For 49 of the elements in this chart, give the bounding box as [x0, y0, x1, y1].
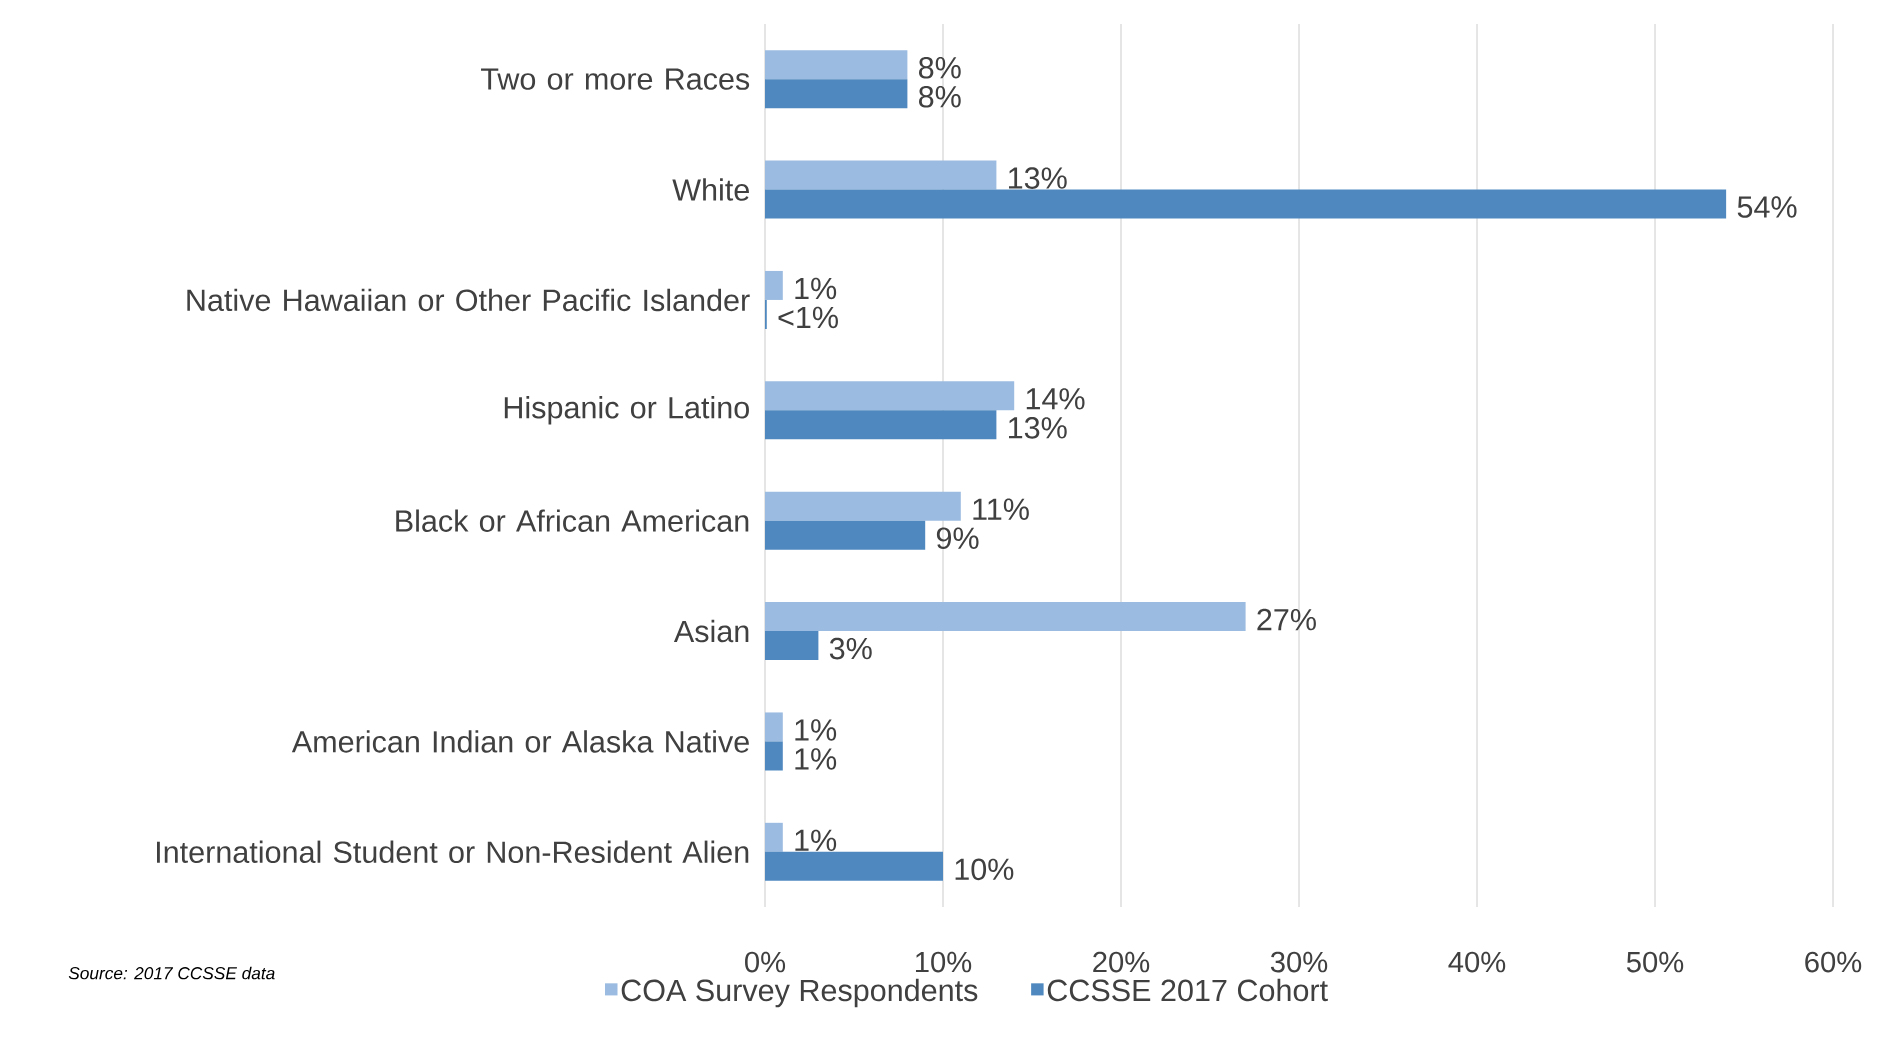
data-label: 1% — [795, 719, 837, 741]
bar — [765, 851, 943, 881]
data-label: <1% — [778, 306, 838, 329]
bar — [765, 160, 997, 190]
y-tick-label: International Student or Non-Resident Alien — [157, 840, 749, 864]
source-note: Source: 2017 CCSSE data — [68, 966, 275, 980]
x-tick-label: 40% — [1448, 951, 1506, 973]
x-tick-label: 20% — [1093, 951, 1150, 973]
data-label: 1% — [795, 748, 837, 770]
data-label: 13% — [1009, 167, 1067, 189]
legend-label: COA Survey Respondents — [621, 978, 978, 1008]
bar — [765, 520, 926, 550]
data-label: 9% — [936, 527, 979, 549]
y-tick-label: Asian — [673, 619, 749, 643]
y-tick-label: Hispanic or Latino — [504, 396, 749, 425]
data-label: 1% — [795, 829, 837, 852]
x-tick-label: 0% — [745, 951, 786, 973]
data-label: 27% — [1257, 608, 1316, 631]
legend-label: CCSSE 2017 Cohort — [1047, 978, 1328, 1002]
bar — [765, 602, 1246, 632]
bar — [765, 491, 961, 521]
data-label: 1% — [795, 277, 837, 300]
bar — [765, 381, 1015, 411]
data-label: 54% — [1737, 196, 1797, 218]
y-tick-label: Two or more Races — [481, 68, 750, 90]
bar — [765, 79, 908, 109]
data-label: 8% — [919, 85, 961, 108]
y-tick-label: Black or African American — [396, 509, 749, 532]
x-tick-label: 10% — [915, 951, 972, 973]
data-label: 3% — [829, 637, 872, 660]
bar — [765, 741, 783, 771]
bar — [765, 631, 819, 661]
bar — [765, 189, 1727, 219]
y-tick-label: Native Hawaiian or Other Pacific Islander — [187, 288, 750, 312]
y-tick-label: American Indian or Alaska Native — [291, 730, 749, 753]
bar — [765, 270, 783, 300]
data-label: 10% — [955, 858, 1014, 881]
data-label: 11% — [973, 498, 1029, 520]
bar — [765, 822, 783, 852]
data-label: 14% — [1026, 388, 1085, 410]
bar — [765, 712, 783, 742]
data-label: 8% — [919, 56, 961, 79]
bar — [765, 410, 997, 440]
y-tick-label: White — [672, 178, 749, 201]
x-tick-label: 50% — [1626, 951, 1684, 973]
data-label: 13% — [1009, 417, 1067, 439]
bar — [765, 50, 908, 80]
x-tick-label: 60% — [1805, 951, 1862, 973]
x-tick-label: 30% — [1270, 951, 1328, 973]
